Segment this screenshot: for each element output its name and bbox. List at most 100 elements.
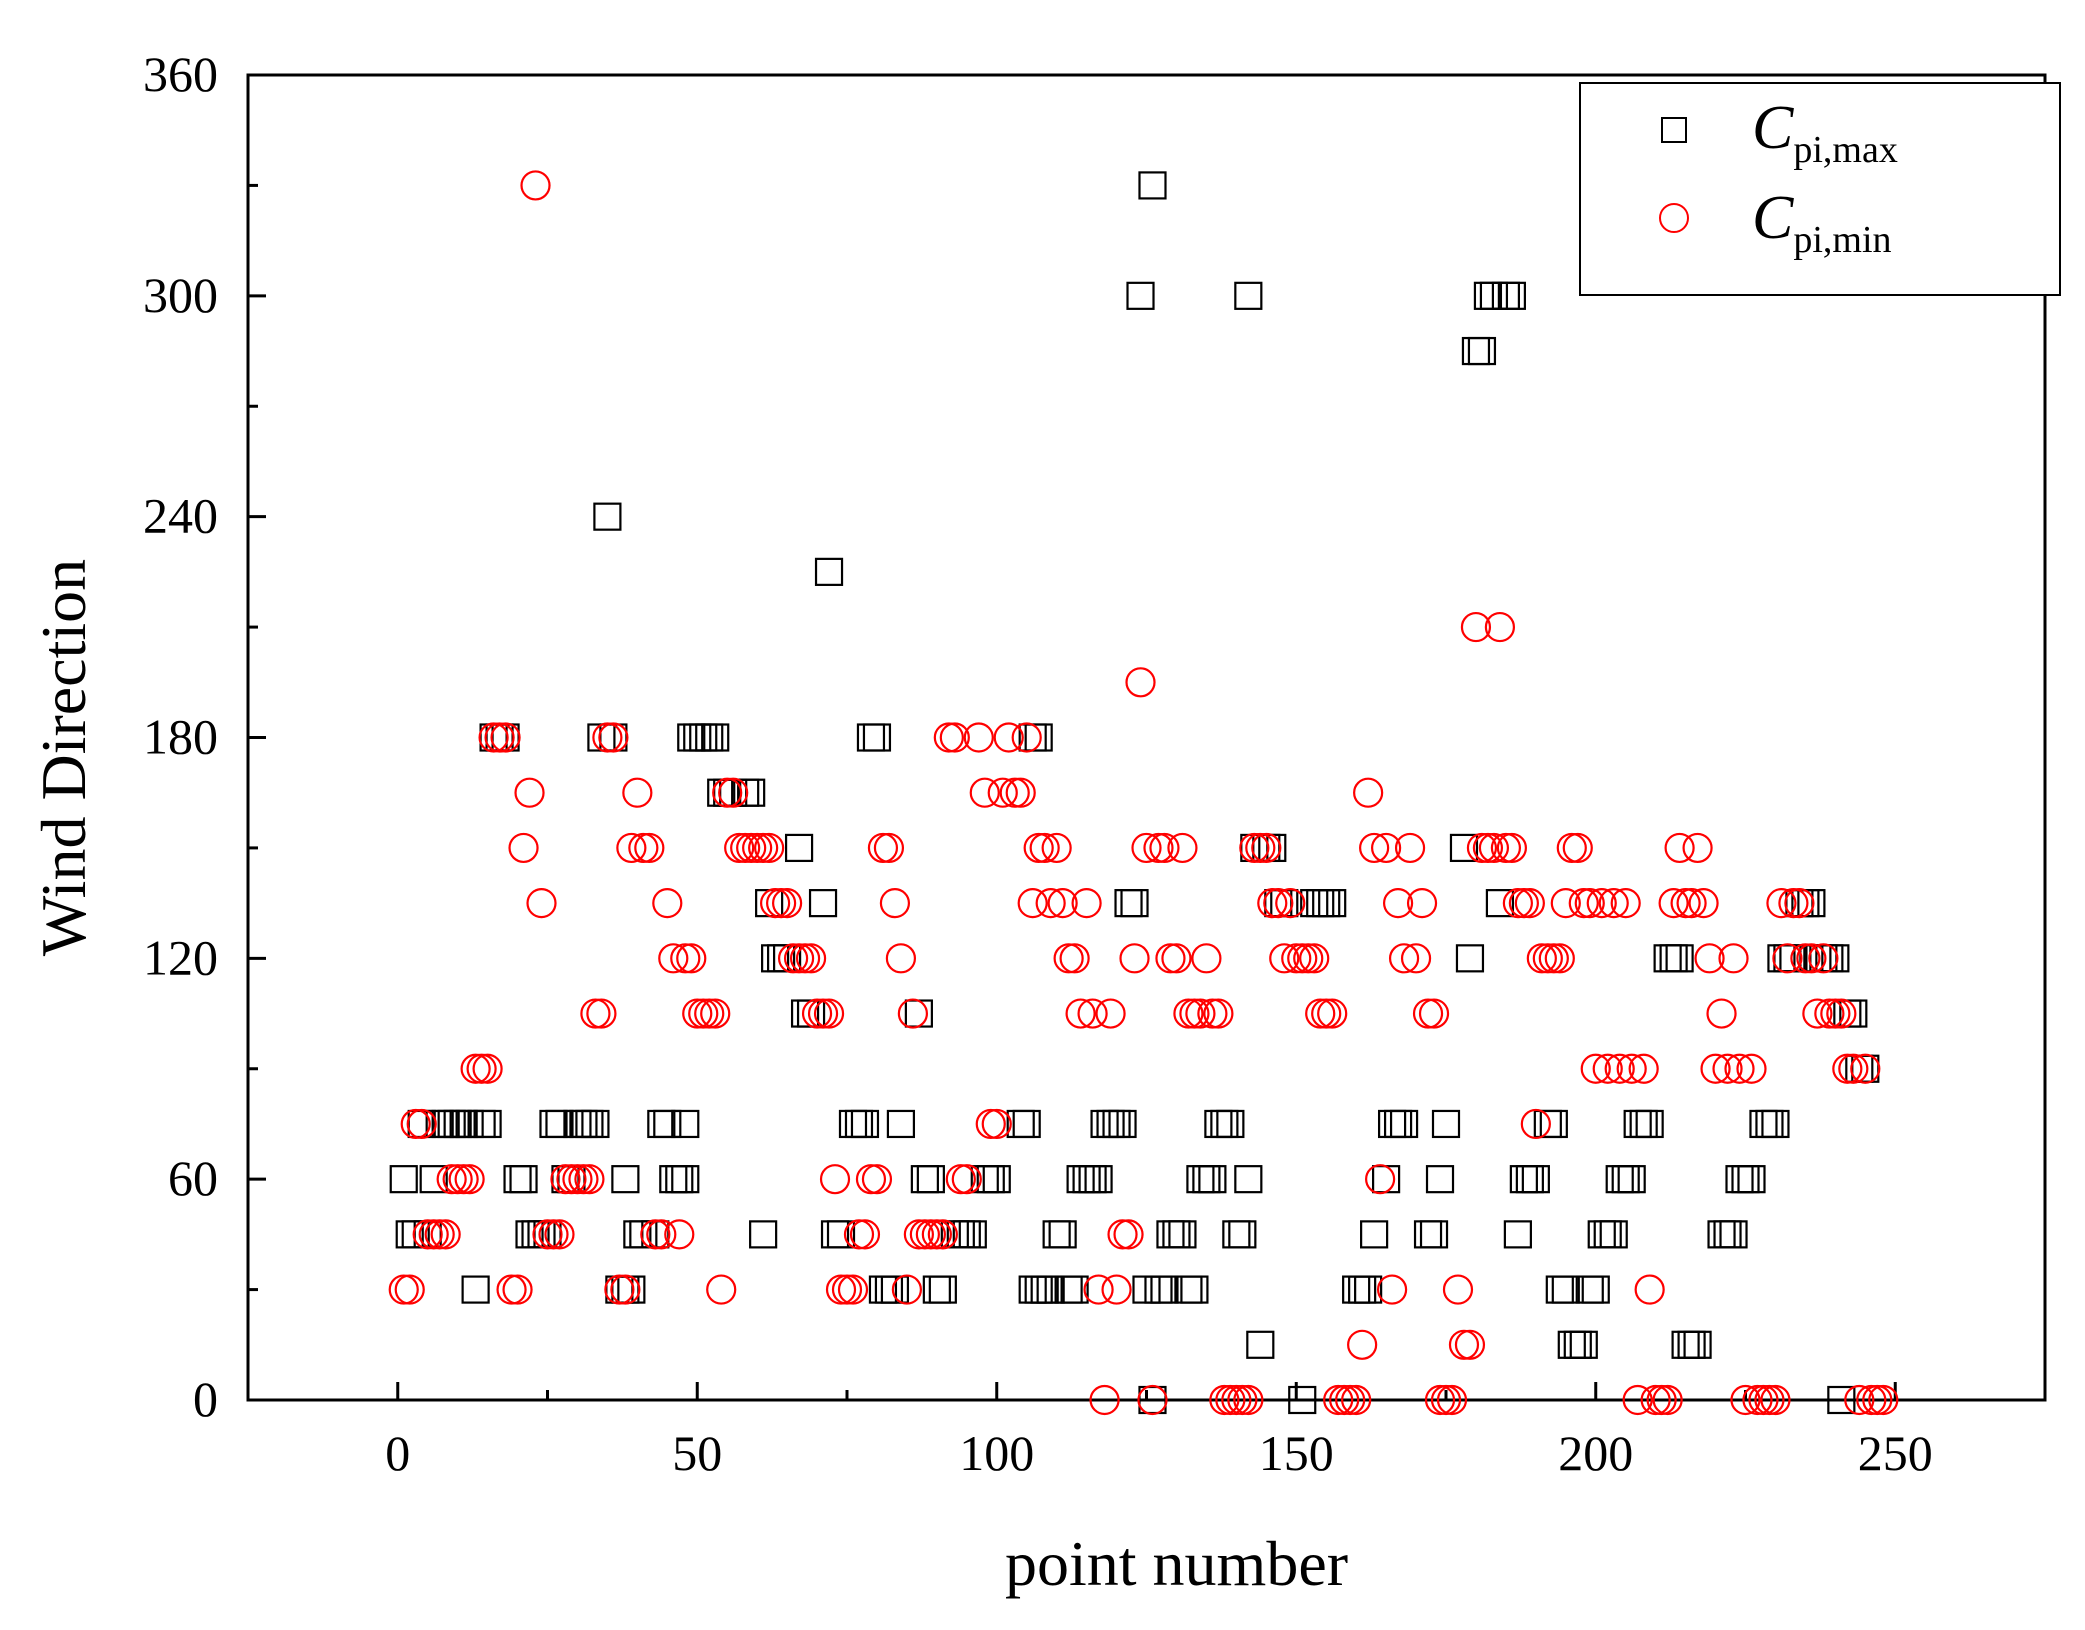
data-point-min — [1394, 832, 1426, 864]
data-point-min — [1005, 777, 1036, 808]
y-tick-label: 0 — [193, 1371, 218, 1427]
data-point-min — [981, 1108, 1012, 1140]
data-point-min — [1718, 943, 1749, 974]
data-point-min — [1323, 1384, 1354, 1416]
data-point-min — [1089, 1384, 1120, 1416]
data-point-max — [1575, 1275, 1604, 1304]
data-point-min — [1706, 998, 1737, 1029]
data-point-min — [1430, 1384, 1462, 1416]
data-point-max — [856, 723, 886, 752]
data-point-max — [1120, 889, 1149, 918]
data-point-min — [1742, 1384, 1773, 1416]
data-point-min — [1418, 998, 1450, 1029]
data-point-min — [897, 998, 928, 1029]
data-point-min — [1772, 943, 1803, 974]
data-point-min — [1275, 888, 1306, 919]
data-point-min — [586, 998, 617, 1029]
data-point-max — [1012, 1109, 1041, 1139]
data-point-min — [1658, 888, 1689, 919]
x-tick-label: 150 — [1259, 1425, 1334, 1481]
data-point-min — [1143, 832, 1174, 864]
data-point-max — [1222, 1220, 1251, 1249]
data-point-min — [694, 998, 725, 1029]
data-point-max — [1180, 1275, 1209, 1304]
data-point-min — [1808, 943, 1839, 974]
data-point-min — [1856, 1384, 1887, 1416]
data-point-max — [653, 1109, 682, 1139]
data-point-min — [700, 998, 731, 1029]
data-point-min — [472, 1053, 503, 1084]
data-point-max — [1288, 1385, 1317, 1415]
legend-label-min-subscript: pi,min — [1793, 219, 1891, 261]
data-point-min — [1059, 943, 1090, 974]
data-point-min — [1065, 998, 1096, 1029]
data-point-min — [1071, 888, 1102, 919]
legend-label-max-base: C — [1752, 94, 1794, 162]
data-point-min — [604, 1274, 635, 1305]
data-point-max — [1635, 1109, 1664, 1139]
data-point-max — [1821, 944, 1850, 973]
data-point-max — [647, 1109, 676, 1139]
data-point-min — [1802, 998, 1833, 1029]
data-point-min — [532, 1219, 563, 1250]
data-point-min — [526, 888, 557, 919]
data-point-max — [749, 1220, 778, 1249]
data-point-max — [593, 502, 622, 531]
data-point-min — [1376, 1274, 1408, 1305]
data-point-min — [1472, 832, 1504, 864]
data-point-max — [581, 1109, 610, 1139]
data-point-min — [1281, 943, 1312, 974]
data-point-min — [676, 943, 707, 974]
legend-label-max-subscript: pi,max — [1793, 129, 1897, 171]
data-point-min — [927, 1219, 958, 1250]
data-point-min — [915, 1219, 946, 1250]
data-point-max — [1383, 1109, 1413, 1139]
legend: Cpi,max Cpi,min — [1579, 82, 2061, 296]
data-point-max — [1246, 1330, 1275, 1359]
data-point-max — [1761, 1109, 1790, 1139]
data-point-min — [993, 722, 1024, 753]
data-point-min — [574, 1164, 605, 1195]
data-point-min — [448, 1164, 479, 1195]
data-point-min — [795, 943, 827, 974]
legend-marker-square — [1661, 117, 1687, 143]
data-point-min — [951, 1164, 982, 1195]
data-point-min — [736, 832, 767, 864]
data-point-min — [1736, 1053, 1767, 1084]
data-point-min — [1011, 722, 1042, 753]
data-point-max — [1425, 1165, 1455, 1194]
data-point-min — [1850, 1053, 1881, 1084]
data-point-min — [1341, 1384, 1372, 1416]
data-point-min — [460, 1053, 491, 1084]
data-point-min — [909, 1219, 940, 1250]
data-point-min — [496, 1274, 527, 1305]
data-point-min — [1263, 888, 1294, 919]
data-point-min — [1436, 1384, 1468, 1416]
data-point-max — [1659, 944, 1688, 973]
data-point-min — [837, 1274, 869, 1305]
data-point-min — [1826, 998, 1857, 1029]
data-point-min — [1329, 1384, 1360, 1416]
data-point-min — [807, 998, 839, 1029]
data-point-min — [568, 1164, 599, 1195]
data-point-min — [1622, 1384, 1653, 1416]
data-point-min — [885, 943, 917, 974]
data-point-max — [826, 1220, 856, 1249]
data-point-min — [1035, 888, 1066, 919]
data-point-max — [1024, 723, 1053, 752]
data-point-min — [1562, 832, 1593, 864]
data-point-max — [784, 833, 814, 863]
data-point-min — [580, 998, 611, 1029]
data-point-min — [1023, 832, 1054, 864]
data-point-min — [1574, 888, 1605, 919]
data-point-min — [1233, 1384, 1264, 1416]
data-point-min — [987, 777, 1018, 808]
data-point-max — [611, 1165, 640, 1194]
data-point-min — [670, 943, 701, 974]
data-point-max — [1719, 1220, 1748, 1249]
data-point-max — [1569, 1330, 1598, 1359]
axis-ticks — [248, 73, 1897, 1402]
data-point-max — [701, 723, 730, 752]
data-point-min — [1131, 832, 1162, 864]
data-point-min — [1610, 888, 1641, 919]
